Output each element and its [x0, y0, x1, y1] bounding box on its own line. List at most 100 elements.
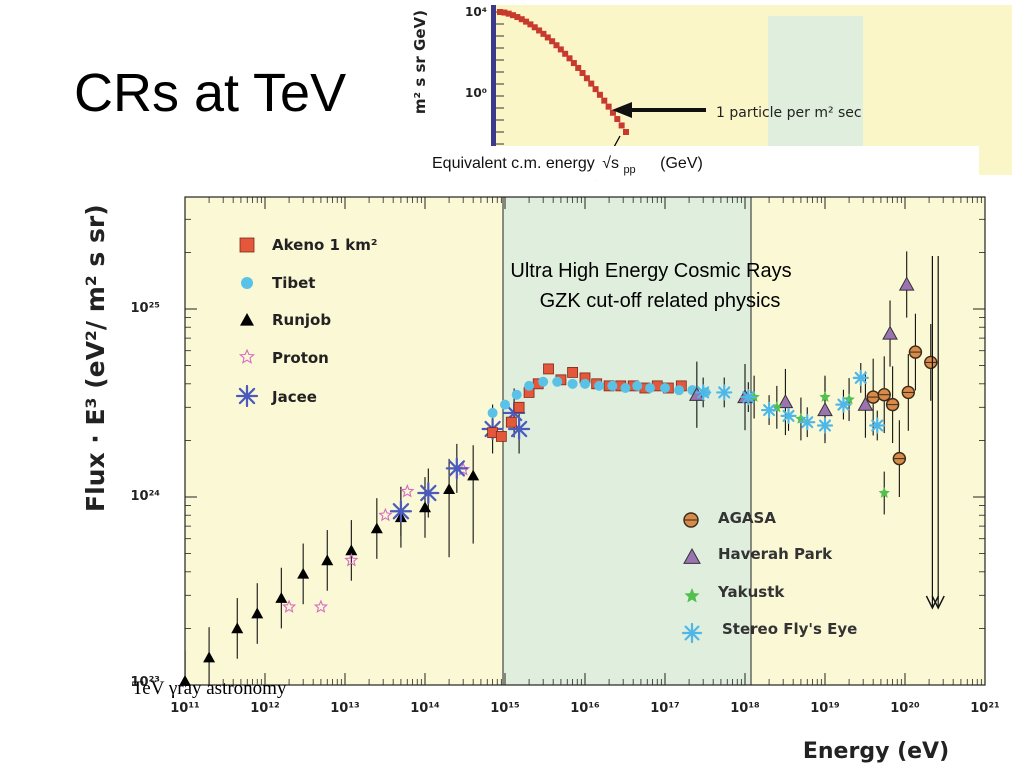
marker-stroke — [420, 484, 437, 502]
runjob-point — [251, 607, 264, 619]
inset-data-point — [592, 86, 599, 93]
flyseye-point — [816, 417, 834, 434]
y-axis-label: Flux · E³ (eV²/ m² s sr) — [81, 204, 110, 512]
inset-data-point — [570, 60, 577, 67]
inset-y-tick-mid: 10⁰ — [465, 86, 487, 100]
akeno-point — [495, 431, 507, 442]
legend-label-haverah: Haverah Park — [718, 545, 833, 563]
inset-data-point — [510, 12, 517, 19]
inset-data-point — [557, 46, 564, 53]
inset-y-axis — [491, 5, 496, 175]
akeno-point — [505, 416, 517, 428]
runjob-point — [345, 544, 358, 556]
tibet-point — [645, 383, 656, 394]
inset-annotation: 1 particle per m² sec — [716, 105, 862, 121]
inset-data-point — [596, 91, 603, 98]
tibet-point — [511, 389, 522, 400]
slide-title: CRs at TeV — [74, 63, 347, 123]
inset-x-axis-unit: (GeV) — [660, 155, 703, 172]
haverah-point — [857, 396, 874, 411]
inset-data-point — [623, 129, 629, 135]
tibet-point — [538, 376, 549, 387]
yakutsk-point — [819, 391, 831, 402]
legend-label-runjob: Runjob — [272, 311, 331, 329]
inset-data-point — [618, 122, 625, 129]
inset-data-point — [540, 30, 547, 37]
runjob-point — [443, 483, 456, 495]
flyseye-point — [740, 388, 757, 406]
x-tick-label: 10¹⁸ — [730, 701, 760, 716]
inset-x-axis-label: Equivalent c.m. energy — [432, 155, 595, 172]
inset-data-point — [601, 97, 608, 104]
legend-label-jacee: Jacee — [271, 388, 317, 406]
jacee-point — [417, 481, 440, 505]
x-tick-label: 10¹¹ — [170, 701, 199, 716]
inset-data-point — [514, 14, 521, 21]
inset-data-point — [536, 27, 543, 34]
bottom-label: TeV γray astronomy — [132, 678, 287, 699]
runjob-point — [179, 675, 191, 686]
marker-stroke — [684, 625, 700, 641]
marker-stroke — [782, 409, 795, 422]
y-tick-label-1e23: 10²³ — [131, 675, 160, 690]
inset-data-point — [549, 38, 556, 45]
runjob-point — [203, 651, 216, 663]
legend-label-tibet: Tibet — [272, 274, 315, 292]
x-tick-label: 10²¹ — [970, 701, 999, 716]
inset-data-point — [527, 21, 534, 28]
legend-icon-jacee — [235, 384, 259, 408]
flyseye-point — [852, 369, 869, 387]
akeno-point — [513, 401, 525, 413]
x-tick-label: 10¹⁷ — [650, 701, 679, 716]
flyseye-point — [716, 384, 733, 401]
marker-stroke — [801, 416, 814, 429]
legend-icon-tibet — [241, 277, 253, 289]
inset-data-point — [566, 55, 573, 62]
legend-bottom-right-icons — [681, 512, 703, 644]
legend-bottom-right: AGASA Haverah Park Yakustk Stereo Fly's … — [681, 509, 857, 644]
marker-stroke — [238, 387, 256, 405]
inset-arrow-head — [612, 102, 632, 118]
x-tick-label: 10¹⁶ — [570, 701, 600, 716]
svg-text:Equivalent c.m. energy √: Equivalent c.m. energy √s pp (GeV) — [432, 155, 703, 177]
inset-data-point — [501, 9, 508, 16]
x-tick-label: 10¹² — [250, 701, 279, 716]
inset-y-tick-top: 10⁴ — [465, 5, 487, 19]
marker-stroke — [392, 503, 410, 520]
data-points — [179, 276, 938, 686]
x-tick-label: 10¹⁴ — [410, 701, 440, 716]
legend-label-akeno: Akeno 1 km² — [272, 236, 377, 254]
tibet-point — [487, 407, 498, 418]
inset-data-point — [605, 103, 612, 110]
x-tick-label: 10¹⁹ — [810, 701, 840, 716]
inset-data-point — [588, 80, 595, 87]
upper-limit-arrowhead — [925, 595, 940, 610]
proton-point — [378, 507, 393, 522]
marker-stroke — [818, 419, 832, 432]
x-tick-labels: 10¹¹ 10¹² 10¹³ 10¹⁴ 10¹⁵ 10¹⁶ 10¹⁷ 10¹⁸ 10¹⁹ 10²⁰… — [170, 701, 999, 716]
runjob-point — [370, 522, 383, 534]
tibet-point — [567, 378, 578, 389]
proton-point — [313, 599, 328, 613]
marker-stroke — [763, 404, 776, 417]
flyseye-point — [835, 396, 852, 413]
tibet-point — [552, 376, 563, 387]
runjob-point — [231, 622, 244, 634]
proton-point — [282, 599, 297, 613]
x-tick-label: 10²⁰ — [890, 701, 920, 716]
marker-stroke — [697, 386, 710, 399]
legend-icon-flyseye — [681, 622, 703, 644]
haverah-point — [882, 325, 898, 340]
tibet-point — [607, 380, 618, 391]
inset-data-point — [562, 50, 569, 57]
region-label-line2: GZK cut-off related physics — [540, 290, 781, 312]
inset-x-axis-box — [415, 146, 979, 180]
inset-data-point — [523, 18, 530, 25]
marker-stroke — [837, 398, 850, 411]
akeno-point — [543, 363, 554, 375]
proton-point — [400, 484, 415, 498]
upper-limit-arrowhead — [931, 595, 945, 610]
legend-top-left: Akeno 1 km² Tibet Runjob Proton Jacee — [235, 236, 377, 408]
jacee-point — [445, 457, 468, 480]
